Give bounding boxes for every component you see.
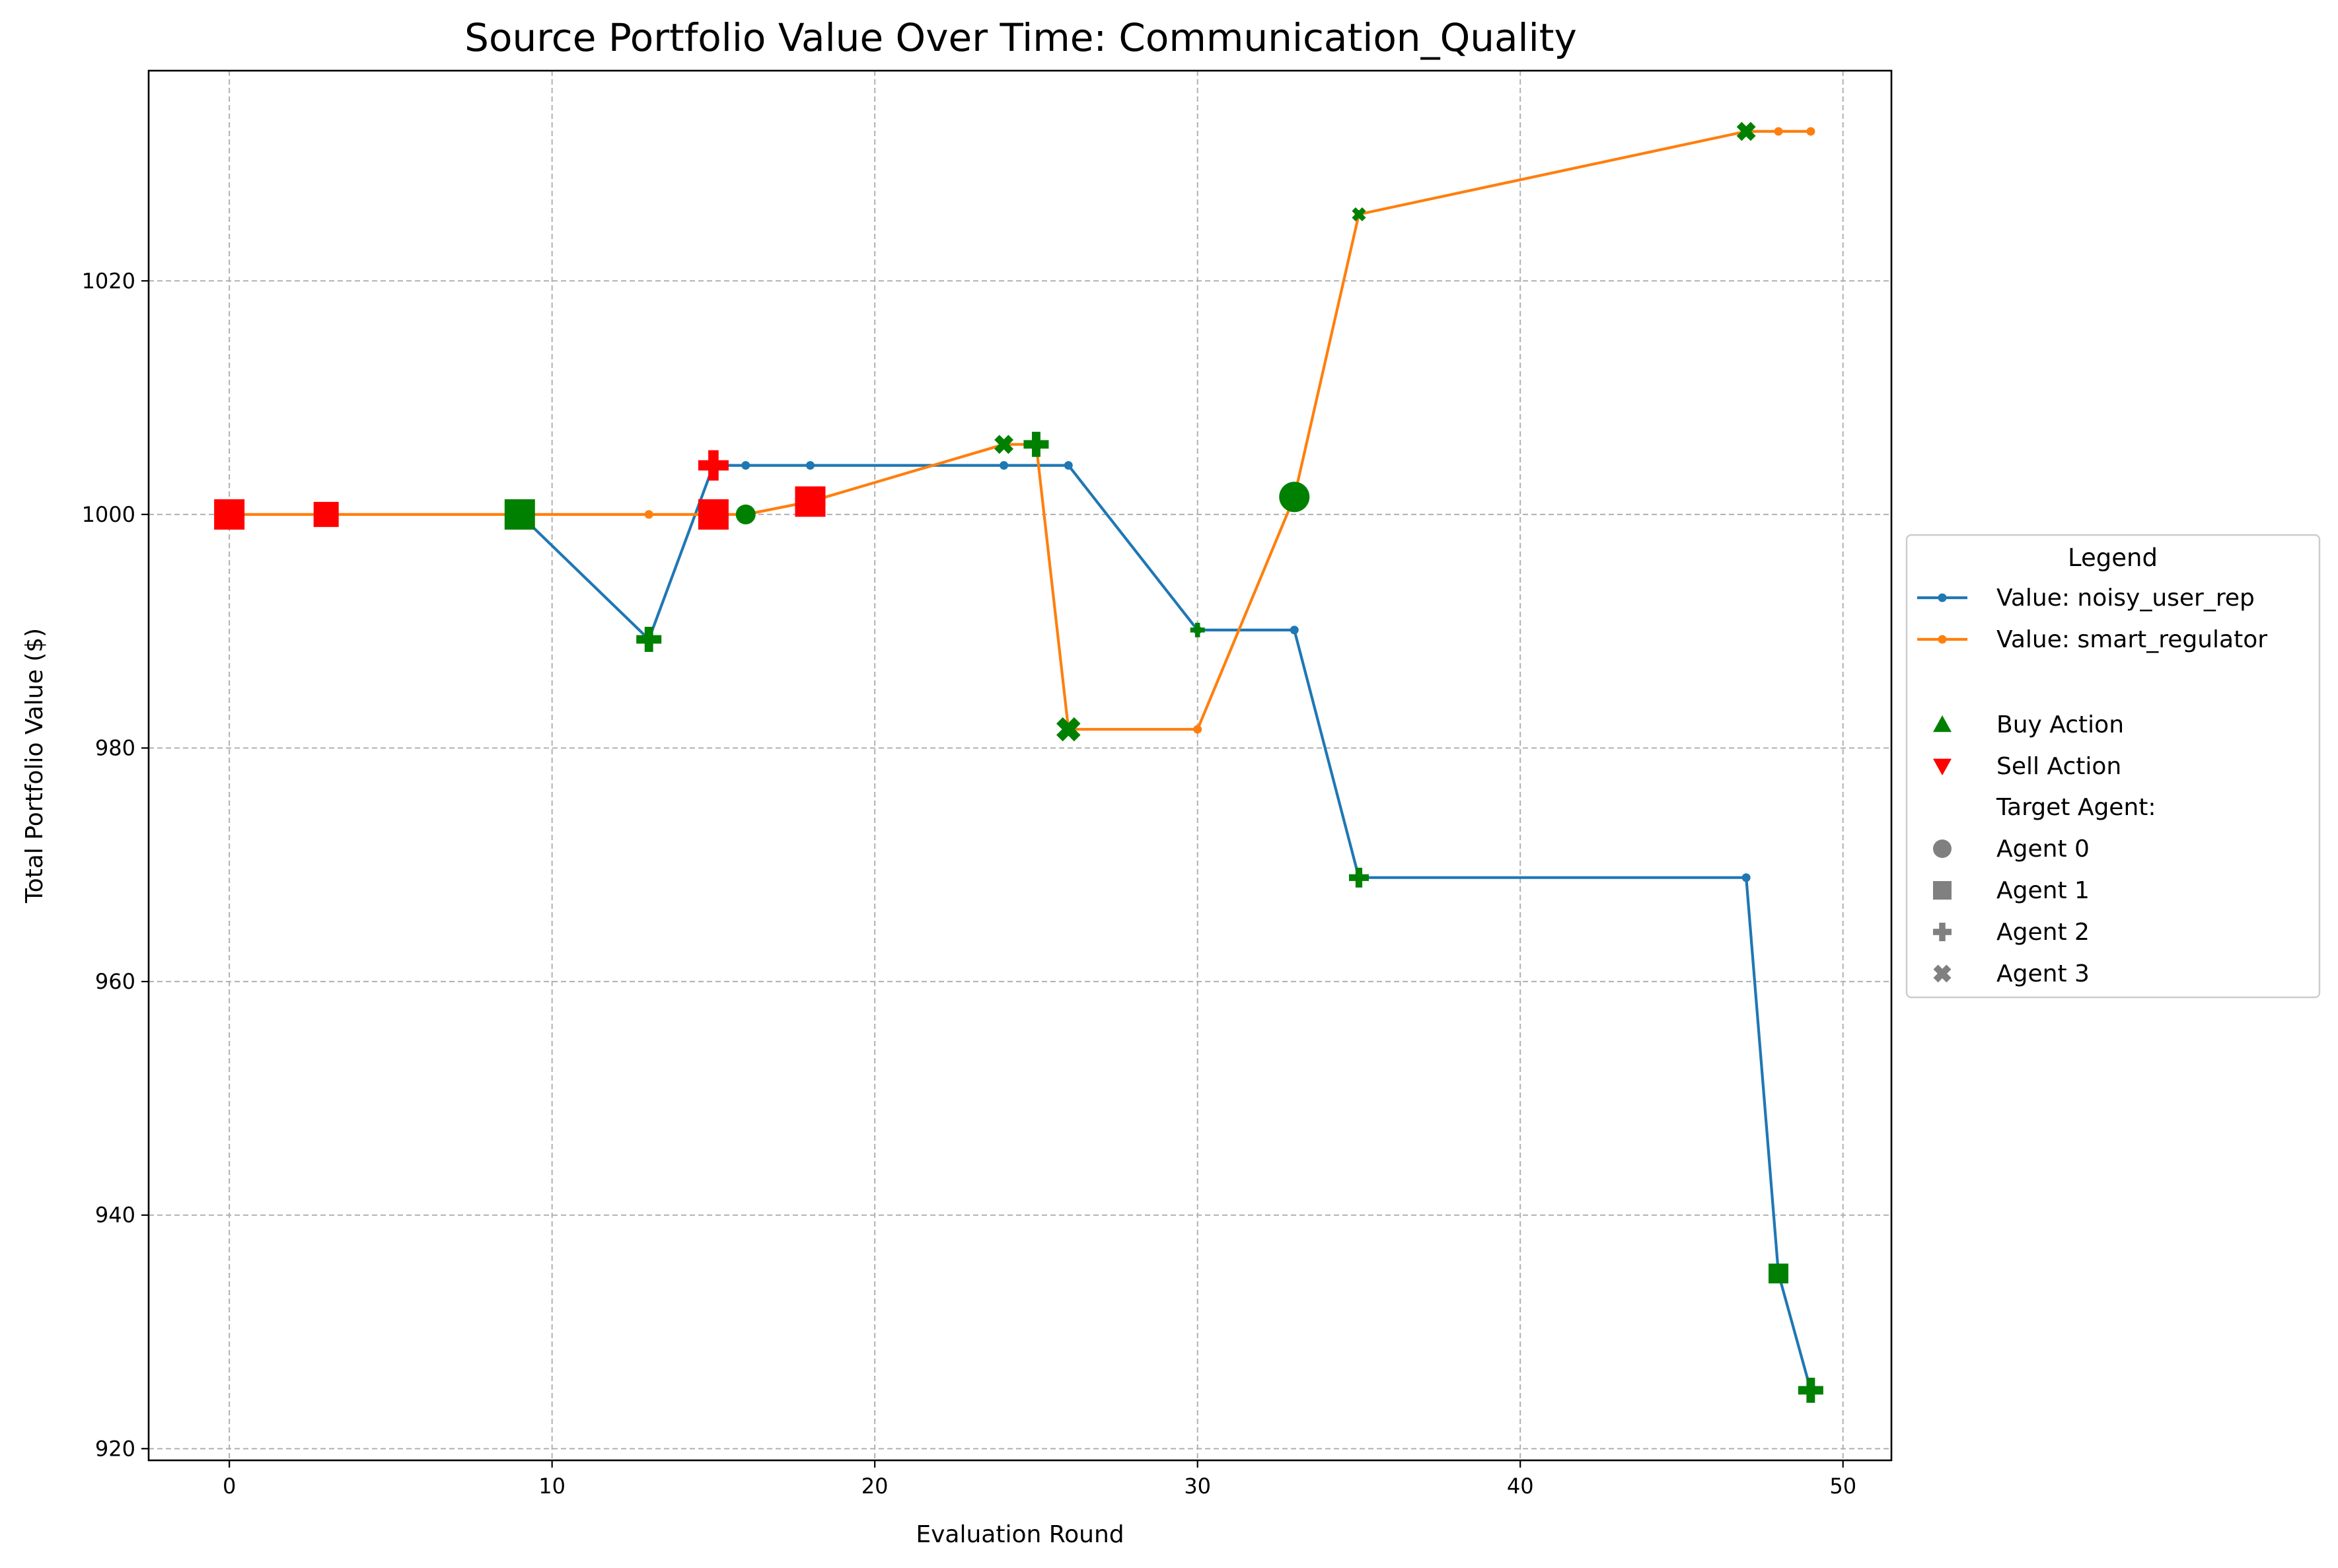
legend-point-swatch-1 — [1938, 635, 1947, 644]
series-point — [1000, 461, 1009, 470]
legend-title: Legend — [2068, 544, 2158, 572]
y-tick-label: 980 — [95, 735, 135, 760]
series-point — [1193, 725, 1202, 734]
buy-action-agent-3-marker — [1352, 207, 1366, 222]
buy-action-agent-3-marker — [1736, 122, 1756, 141]
legend-entry-label: Sell Action — [1996, 753, 2121, 780]
x-tick-label: 10 — [538, 1474, 566, 1499]
x-tick-label: 50 — [1829, 1474, 1856, 1499]
legend-square-swatch — [1933, 881, 1952, 900]
sell-action-agent-1-marker — [214, 499, 245, 530]
buy-action-agent-0-marker — [735, 504, 756, 524]
y-tick-label: 1020 — [82, 268, 135, 293]
legend-frame — [1905, 534, 2321, 999]
legend-plus-swatch — [1933, 923, 1952, 941]
y-tick-label: 920 — [95, 1436, 135, 1461]
legend: Legend Value: noisy_user_rep Value: smart… — [1905, 534, 2321, 999]
buy-action-agent-2-marker — [1023, 431, 1049, 457]
buy-action-agent-3-marker — [1056, 717, 1081, 742]
series-point — [1741, 873, 1751, 882]
sell-action-agent-2-marker — [698, 450, 729, 481]
plot-frame — [147, 69, 1893, 1462]
series-point — [805, 461, 815, 470]
series-point — [1290, 625, 1299, 635]
legend-entry-label: Value: noisy_user_rep — [1996, 585, 2255, 612]
chart-title: Source Portfolio Value Over Time: Commun… — [464, 15, 1577, 60]
series-point — [1806, 127, 1815, 136]
buy-action-agent-3-marker — [994, 435, 1013, 454]
buy-action-agent-2-marker — [1348, 867, 1369, 888]
buy-action-agent-2-marker — [636, 627, 662, 653]
legend-entry-label: Target Agent: — [1996, 794, 2156, 821]
series-point — [741, 461, 750, 470]
legend-triangle-up-swatch — [1933, 715, 1952, 732]
sell-action-agent-1-marker — [795, 486, 826, 517]
legend-triangle-down-swatch — [1933, 758, 1952, 775]
legend-entry-label: Agent 2 — [1996, 919, 2090, 946]
series-point — [1774, 127, 1783, 136]
grid — [149, 71, 1891, 1460]
buy-action-agent-1-marker — [1769, 1264, 1789, 1284]
legend-point-swatch-0 — [1938, 593, 1947, 602]
y-tick-label: 1000 — [82, 502, 135, 527]
y-tick-label: 960 — [95, 969, 135, 994]
buy-action-agent-2-marker — [1798, 1377, 1823, 1403]
buy-action-agent-2-marker — [1190, 622, 1205, 637]
y-tick-label: 940 — [95, 1203, 135, 1228]
legend-x-swatch — [1933, 964, 1952, 983]
legend-entry-label: Agent 3 — [1996, 960, 2090, 987]
legend-entry-label: Agent 1 — [1996, 877, 2090, 904]
x-axis-label: Evaluation Round — [916, 1521, 1124, 1548]
series-point — [644, 510, 653, 519]
x-tick-label: 30 — [1184, 1474, 1211, 1499]
x-tick-label: 40 — [1507, 1474, 1534, 1499]
series-line-1 — [229, 129, 1811, 731]
x-tick-label: 0 — [223, 1474, 236, 1499]
sell-action-agent-1-marker — [698, 499, 729, 530]
buy-action-agent-1-marker — [504, 499, 535, 530]
legend-circle-swatch — [1933, 839, 1952, 858]
legend-entry-label: Buy Action — [1996, 711, 2124, 738]
x-tick-label: 20 — [861, 1474, 889, 1499]
sell-action-agent-1-marker — [313, 501, 339, 527]
legend-entry-label: Agent 0 — [1996, 836, 2090, 863]
series-point — [1064, 461, 1073, 470]
legend-entry-label: Value: smart_regulator — [1996, 626, 2267, 653]
buy-action-agent-0-marker — [1279, 481, 1310, 513]
action-markers — [214, 122, 1823, 1403]
y-axis-label: Total Portfolio Value ($) — [21, 628, 48, 904]
